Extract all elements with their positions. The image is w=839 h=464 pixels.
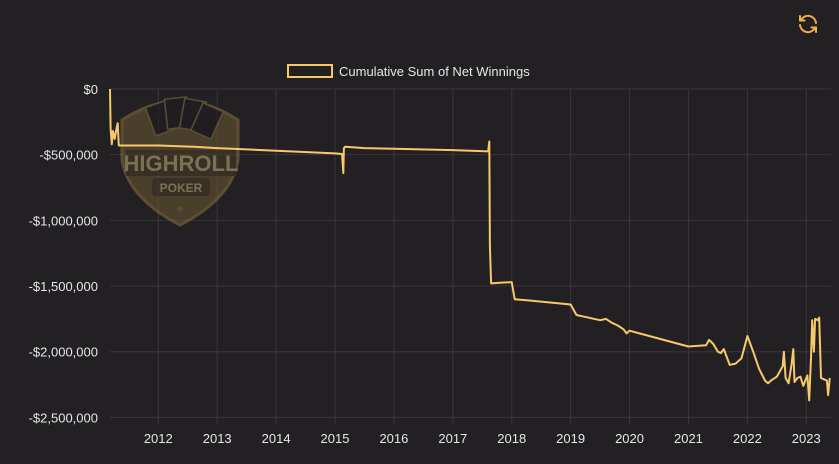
x-tick-label: 2016 [379, 431, 408, 446]
x-tick-label: 2023 [792, 431, 821, 446]
x-tick-label: 2013 [203, 431, 232, 446]
x-tick-label: 2012 [144, 431, 173, 446]
y-tick-label: -$2,000,000 [29, 345, 98, 360]
y-tick-label: -$1,500,000 [29, 279, 98, 294]
x-tick-label: 2018 [497, 431, 526, 446]
x-tick-label: 2015 [321, 431, 350, 446]
grid-lines [110, 88, 831, 424]
x-tick-label: 2017 [438, 431, 467, 446]
x-tick-label: 2022 [733, 431, 762, 446]
refresh-button[interactable] [792, 8, 824, 40]
y-tick-label: $0 [84, 82, 98, 97]
refresh-icon [799, 14, 817, 34]
y-tick-label: -$500,000 [39, 148, 98, 163]
series-line-cumulative-winnings[interactable] [109, 88, 831, 402]
x-tick-label: 2020 [615, 431, 644, 446]
legend-swatch[interactable] [287, 64, 333, 78]
watermark-brand: HIGHROLL [124, 151, 239, 176]
watermark-sub: POKER [160, 181, 203, 195]
highroll-poker-logo: HIGHROLL POKER [120, 96, 240, 227]
series-layer [109, 88, 831, 402]
x-tick-label: 2021 [674, 431, 703, 446]
legend-label[interactable]: Cumulative Sum of Net Winnings [339, 64, 530, 79]
axes: $0 -$500,000 -$1,000,000 -$1,500,000 -$2,000… [29, 82, 821, 446]
x-tick-label: 2019 [556, 431, 585, 446]
x-tick-label: 2014 [262, 431, 291, 446]
legend[interactable]: Cumulative Sum of Net Winnings [287, 64, 530, 79]
y-tick-label: -$1,000,000 [29, 213, 98, 228]
y-tick-label: -$2,500,000 [29, 410, 98, 425]
